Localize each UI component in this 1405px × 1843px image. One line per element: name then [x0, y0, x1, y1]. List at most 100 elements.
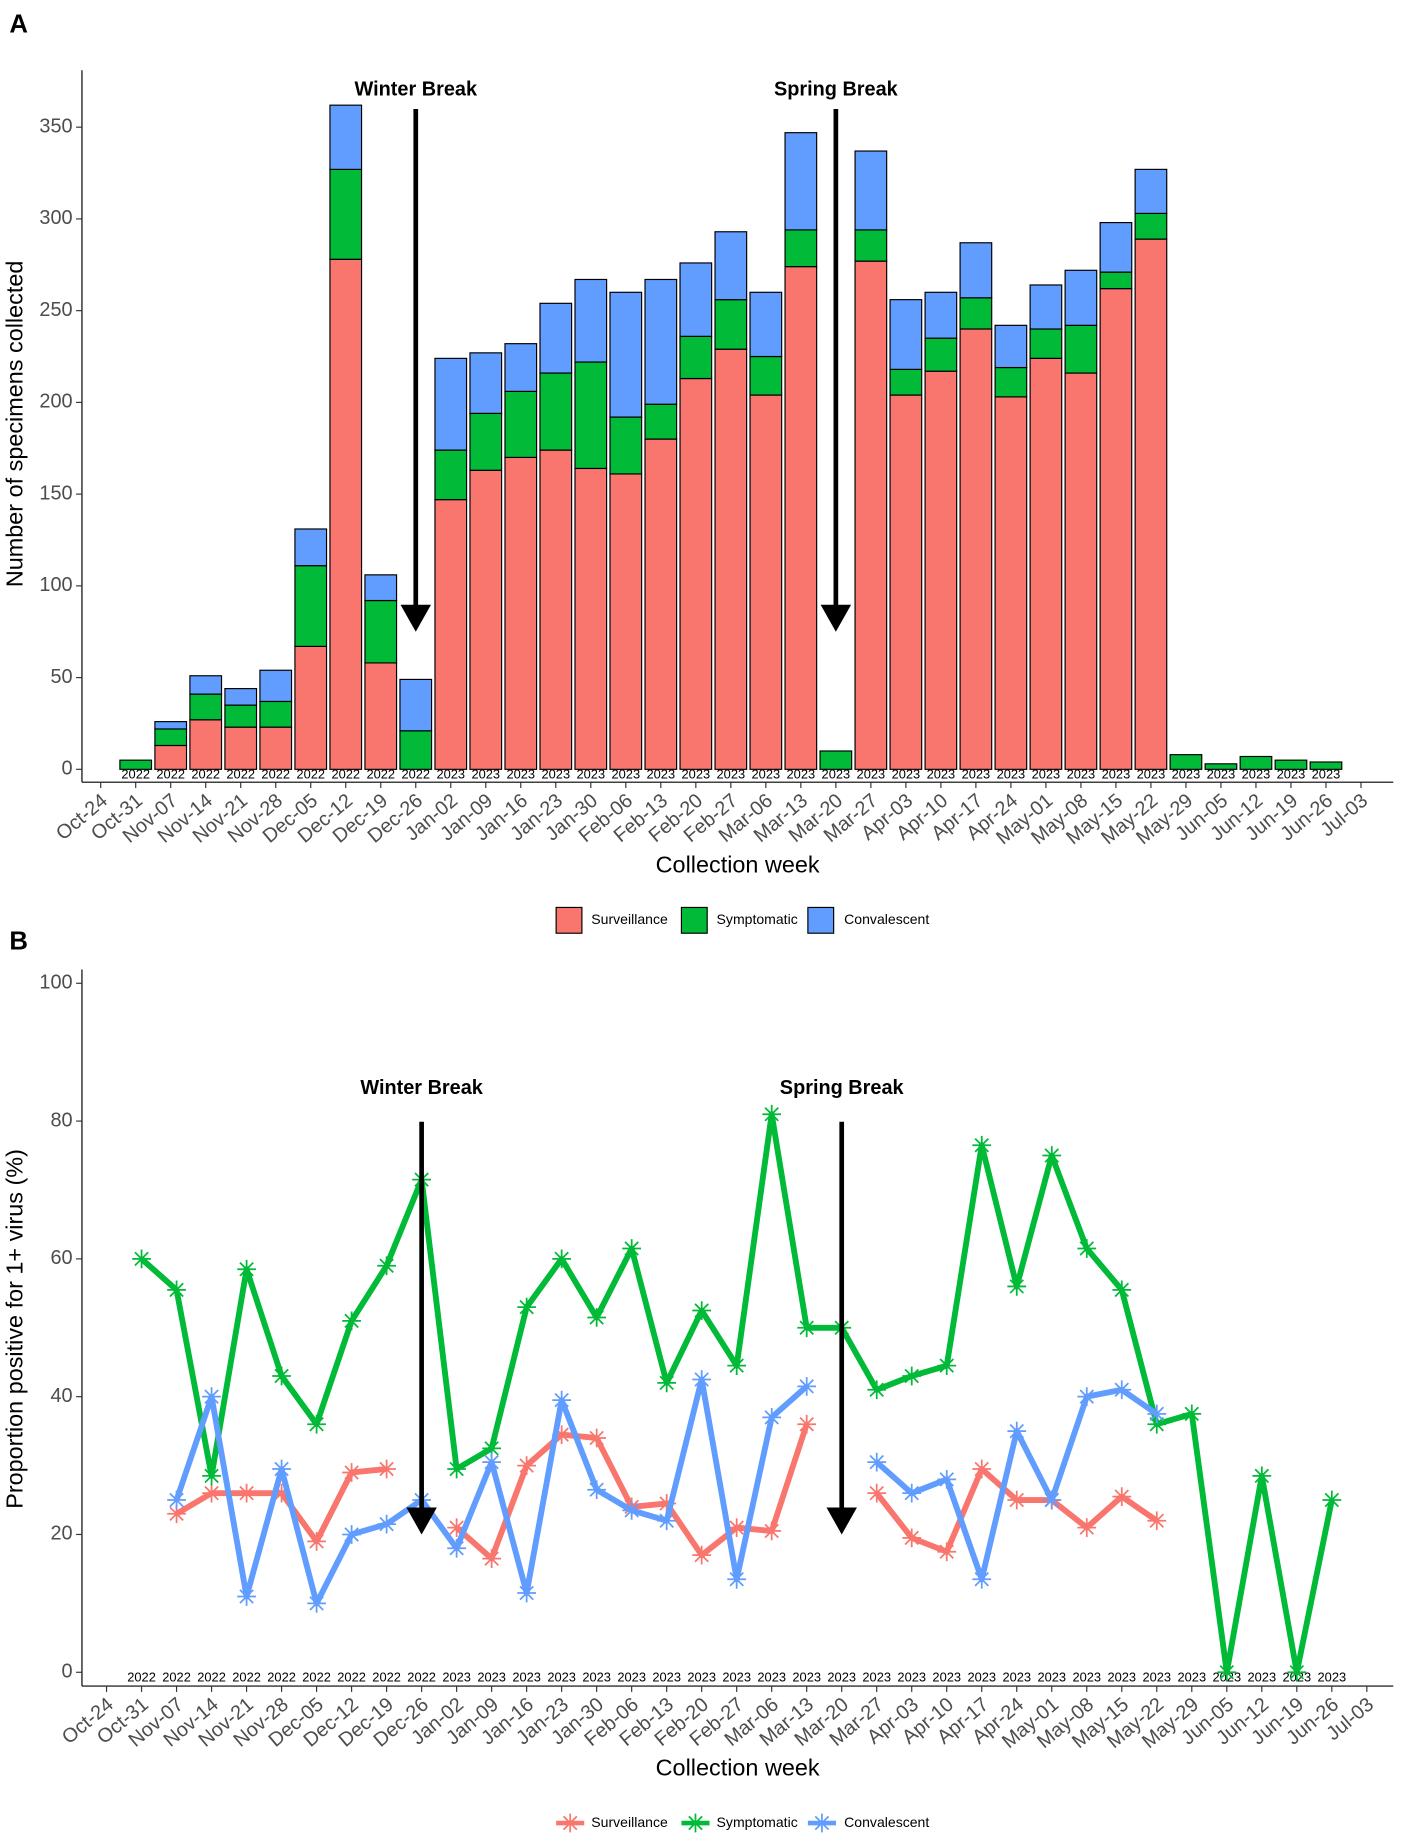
point — [1077, 1518, 1097, 1537]
point — [552, 1390, 572, 1410]
bar-segment — [119, 759, 153, 770]
year-label: 2023 — [512, 1669, 541, 1684]
year-label: 2023 — [1102, 767, 1131, 782]
bar-segment — [469, 412, 503, 471]
point — [272, 1366, 291, 1386]
year-label: 2023 — [647, 767, 676, 782]
bar-segment — [994, 396, 1028, 770]
bar-segment — [924, 370, 958, 770]
point — [1182, 1404, 1202, 1424]
point — [1077, 1387, 1097, 1407]
year-label: 2023 — [1002, 1669, 1031, 1684]
bar-segment — [749, 355, 783, 396]
point — [202, 1387, 221, 1407]
year-label: 2023 — [967, 1669, 996, 1684]
bar-segment — [224, 704, 258, 728]
bar-segment — [819, 750, 853, 770]
bar-segment — [294, 645, 328, 770]
year-label: 2023 — [827, 1669, 856, 1684]
bar-segment — [469, 469, 503, 770]
point — [552, 1249, 572, 1269]
annotation: Winter Break — [360, 1077, 483, 1099]
year-label: 2023 — [897, 1669, 926, 1684]
bar-segment — [574, 278, 608, 363]
y-tick-label: 60 — [50, 1247, 72, 1269]
point — [587, 1428, 607, 1448]
bar-segment — [1029, 357, 1063, 770]
year-label: 2023 — [1248, 1669, 1277, 1684]
point — [307, 1414, 326, 1434]
year-label: 2022 — [331, 767, 360, 782]
bar-segment — [1169, 754, 1203, 770]
bar-segment — [714, 231, 748, 301]
point — [937, 1356, 957, 1376]
legend-key — [555, 906, 583, 934]
point — [902, 1483, 922, 1503]
arrow-head — [406, 1507, 437, 1535]
bar-segment — [364, 574, 398, 602]
year-label: 2023 — [547, 1669, 576, 1684]
bar-segment — [1099, 288, 1133, 770]
bar-segment — [644, 403, 678, 440]
year-label: 2023 — [682, 767, 711, 782]
bar-segment — [1204, 763, 1238, 770]
bar-segment — [609, 291, 643, 418]
bar-segment — [329, 168, 363, 260]
year-label: 2023 — [541, 767, 570, 782]
bar-segment — [154, 728, 188, 747]
year-label: 2022 — [121, 767, 150, 782]
bar-segment — [1099, 271, 1133, 290]
year-label: 2022 — [261, 767, 290, 782]
point — [342, 1311, 361, 1331]
bar-segment — [399, 678, 433, 732]
year-label: 2022 — [407, 1669, 436, 1684]
bar-segment — [854, 150, 888, 231]
bar-segment — [679, 335, 713, 380]
point — [307, 1594, 326, 1613]
bar-segment — [889, 394, 923, 770]
legend-label: Convalescent — [844, 911, 929, 927]
point — [1287, 1662, 1307, 1682]
bar-segment — [994, 324, 1028, 369]
point — [1147, 1414, 1167, 1434]
point — [1147, 1511, 1167, 1531]
bar-segment — [784, 229, 818, 268]
year-label: 2023 — [477, 1669, 506, 1684]
y-tick-label: 100 — [39, 972, 72, 994]
point — [622, 1239, 642, 1258]
point — [902, 1366, 922, 1386]
point — [622, 1500, 642, 1520]
point — [1217, 1662, 1237, 1682]
bar-segment — [959, 242, 993, 299]
bar-segment — [679, 262, 713, 337]
year-label: 2023 — [652, 1669, 681, 1684]
bar-segment — [294, 528, 328, 567]
bar-segment — [434, 357, 468, 451]
point — [377, 1514, 396, 1534]
point — [1252, 1466, 1272, 1486]
point — [517, 1583, 537, 1603]
point — [342, 1525, 361, 1544]
panel-label: A — [9, 11, 28, 39]
year-label: 2023 — [1032, 767, 1061, 782]
legend-label: Surveillance — [591, 1814, 668, 1830]
point — [167, 1504, 186, 1524]
year-label: 2023 — [442, 1669, 471, 1684]
year-label: 2023 — [436, 767, 465, 782]
bar-segment — [889, 299, 923, 370]
year-label: 2023 — [1037, 1669, 1066, 1684]
legend-key — [807, 906, 835, 934]
year-label: 2023 — [1318, 1669, 1347, 1684]
bar-segment — [1134, 238, 1168, 770]
bar-segment — [294, 565, 328, 647]
point — [482, 1549, 501, 1568]
legend-label: Convalescent — [844, 1814, 929, 1830]
year-label: 2023 — [787, 767, 816, 782]
bar-segment — [1064, 372, 1098, 770]
y-tick-label: 200 — [39, 391, 72, 413]
series-line — [175, 1423, 1159, 1562]
bar-segment — [329, 258, 363, 770]
bar-segment — [154, 721, 188, 730]
bar-segment — [154, 744, 188, 770]
bar-segment — [539, 302, 573, 374]
